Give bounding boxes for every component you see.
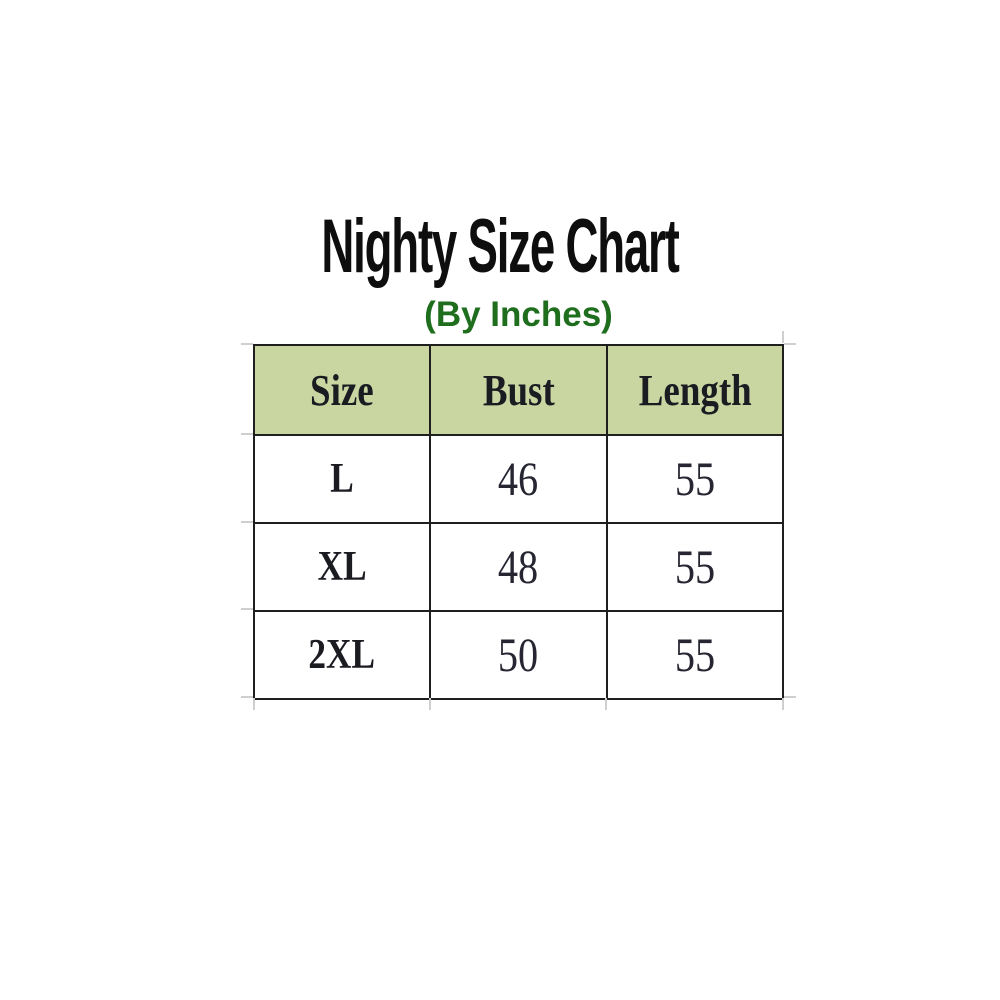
bust-value: 48 [498,540,539,594]
length-value: 55 [674,540,715,594]
cell-bust-2xl: 50 [429,610,608,700]
cell-length-xl: 55 [605,522,785,612]
gridline-artifact [782,698,784,710]
gridline-artifact [241,433,253,435]
size-value: L [330,456,354,502]
gridline-artifact [241,608,253,610]
cell-size-xl: XL [252,522,432,612]
gridline-artifact [241,521,253,523]
cell-bust-l: 46 [429,434,608,524]
gridline-artifact [782,331,784,343]
gridline-artifact [784,696,796,698]
size-value: XL [317,544,367,590]
table-row: L 46 55 [252,434,785,524]
cell-length-2xl: 55 [605,610,785,700]
gridline-artifact [253,698,255,710]
size-value: 2XL [308,632,376,678]
length-value: 55 [674,628,715,682]
table-row: XL 48 55 [252,522,785,612]
column-header-bust-label: Bust [482,365,555,415]
column-header-size: Size [252,344,432,436]
gridline-artifact [784,343,796,345]
gridline-artifact [241,696,253,698]
length-value: 55 [674,452,715,506]
column-header-length: Length [605,344,785,436]
gridline-artifact [429,698,431,710]
column-header-length-label: Length [638,365,752,415]
column-header-bust: Bust [429,344,608,436]
page-subtitle: (By Inches) [424,295,613,334]
size-table: Size Bust Length L 46 55 XL 48 55 2XL 50… [252,344,785,700]
bust-value: 50 [498,628,539,682]
page-title: Nighty Size Chart [321,204,679,289]
gridline-artifact [241,343,253,345]
cell-bust-xl: 48 [429,522,608,612]
table-row: 2XL 50 55 [252,610,785,700]
cell-size-l: L [252,434,432,524]
gridline-artifact [605,698,607,710]
cell-length-l: 55 [605,434,785,524]
table-header-row: Size Bust Length [252,344,785,436]
bust-value: 46 [498,452,539,506]
column-header-size-label: Size [310,365,374,415]
cell-size-2xl: 2XL [252,610,432,700]
